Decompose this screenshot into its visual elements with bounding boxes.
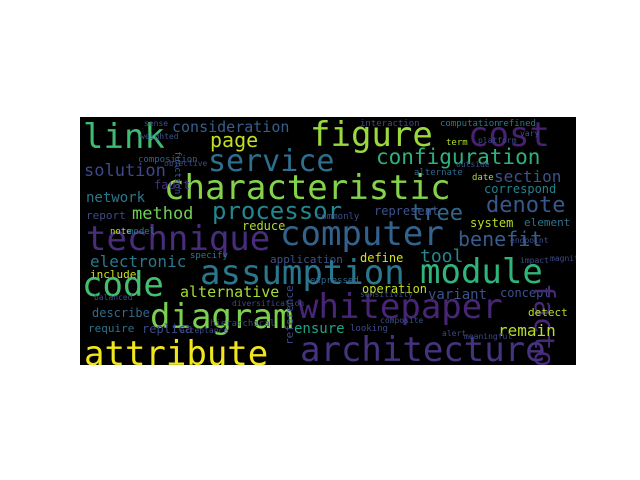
cloud-word-outside: outside <box>456 160 490 169</box>
cloud-word-architecture: architecture <box>300 330 546 365</box>
cloud-word-sense: sense <box>144 119 169 128</box>
cloud-word-cost: cost <box>468 117 550 155</box>
cloud-word-impact: impact <box>520 256 549 265</box>
cloud-word-fault: fault <box>154 178 191 192</box>
cloud-word-configuration: configuration <box>376 145 541 169</box>
cloud-word-tree: tree <box>410 201 463 226</box>
cloud-word-consideration: consideration <box>172 118 290 136</box>
cloud-word-model: model <box>128 227 156 237</box>
cloud-word-composition: composition <box>138 155 198 165</box>
cloud-word-alert: alert <box>442 329 467 338</box>
cloud-word-reference: reference <box>283 285 296 345</box>
cloud-word-diagram: diagram <box>150 297 294 337</box>
cloud-word-benefit: benefit <box>458 227 543 251</box>
cloud-word-denote: denote <box>486 193 566 218</box>
cloud-word-sensitivity: sensitivity <box>360 290 413 299</box>
cloud-word-network: network <box>86 190 146 206</box>
cloud-word-represent: represent <box>374 204 440 218</box>
cloud-word-whitepaper: whitepaper <box>298 287 503 327</box>
cloud-word-magnitude: magnitude <box>550 254 576 263</box>
cloud-word-objective: objective <box>164 159 208 168</box>
cloud-word-computer: computer <box>280 214 444 254</box>
cloud-word-solution: solution <box>84 161 166 181</box>
cloud-word-system: system <box>470 216 514 230</box>
cloud-word-endpoint: endpoint <box>510 236 549 245</box>
cloud-word-weighted: weighted <box>140 132 179 141</box>
cloud-word-vary: vary <box>520 129 540 138</box>
cloud-word-interaction: interaction <box>360 119 420 129</box>
cloud-word-application: application <box>270 253 343 266</box>
cloud-word-alternate: alternate <box>414 168 463 178</box>
cloud-word-figure: figure <box>310 117 433 155</box>
cloud-word-note: note <box>110 227 132 237</box>
cloud-word-refined: refined <box>498 119 536 129</box>
cloud-word-ensure: ensure <box>294 321 345 337</box>
cloud-word-code: code <box>82 265 164 305</box>
cloud-word-describe: describe <box>92 306 150 320</box>
cloud-word-computation: computation <box>440 119 500 129</box>
cloud-word-balanced: balanced <box>94 293 133 302</box>
cloud-word-composite: composite <box>380 316 424 325</box>
cloud-word-concept: concept <box>500 286 551 300</box>
cloud-word-correspond: correspond <box>484 182 557 196</box>
cloud-word-reduce: reduce <box>242 219 286 233</box>
cloud-word-term: term <box>446 138 468 148</box>
cloud-word-remain: remain <box>498 321 556 340</box>
cloud-word-alternative: alternative <box>180 283 280 301</box>
cloud-word-link: link <box>83 117 165 157</box>
cloud-word-acceptance: acceptance <box>180 326 229 335</box>
cloud-word-detect: detect <box>528 306 568 319</box>
cloud-word-processor: processor <box>212 197 343 225</box>
cloud-word-require: require <box>88 322 135 335</box>
cloud-word-specify: specify <box>190 251 228 261</box>
cloud-word-section: section <box>494 167 562 186</box>
cloud-word-hierarchical: hierarchical <box>210 319 276 329</box>
cloud-word-commonly: commonly <box>316 212 360 222</box>
cloud-word-service: service <box>208 144 335 179</box>
word-cloud: link consideration figure cost page service co… <box>80 117 576 365</box>
cloud-word-include: include <box>90 268 137 281</box>
cloud-word-define: define <box>360 251 404 265</box>
cloud-word-expressed: expressed <box>310 276 359 286</box>
cloud-word-page: page <box>210 128 259 152</box>
cloud-word-assumption: assumption <box>200 253 405 293</box>
cloud-word-method: method <box>132 204 194 224</box>
cloud-word-replica: replica <box>142 322 193 336</box>
cloud-word-element: element <box>524 216 571 229</box>
cloud-word-platform: platform <box>478 136 517 145</box>
cloud-word-meaningful: meaningful <box>464 332 513 341</box>
cloud-word-attribute: attribute <box>84 334 269 365</box>
cloud-word-variant: variant <box>428 287 488 303</box>
cloud-word-tool: tool <box>420 246 464 267</box>
cloud-word-technique: technique <box>86 219 271 259</box>
cloud-word-diversification: diversification <box>232 299 305 308</box>
cloud-word-date: date <box>472 173 494 183</box>
cloud-word-module: module <box>420 252 543 292</box>
cloud-word-electronic: electronic <box>90 252 187 271</box>
cloud-word-operation: operation <box>362 282 428 296</box>
cloud-word-looking: looking <box>350 324 388 334</box>
cloud-word-function: function <box>172 151 182 195</box>
cloud-word-report: report <box>86 209 126 222</box>
cloud-word-characteristic: characteristic <box>164 168 451 208</box>
